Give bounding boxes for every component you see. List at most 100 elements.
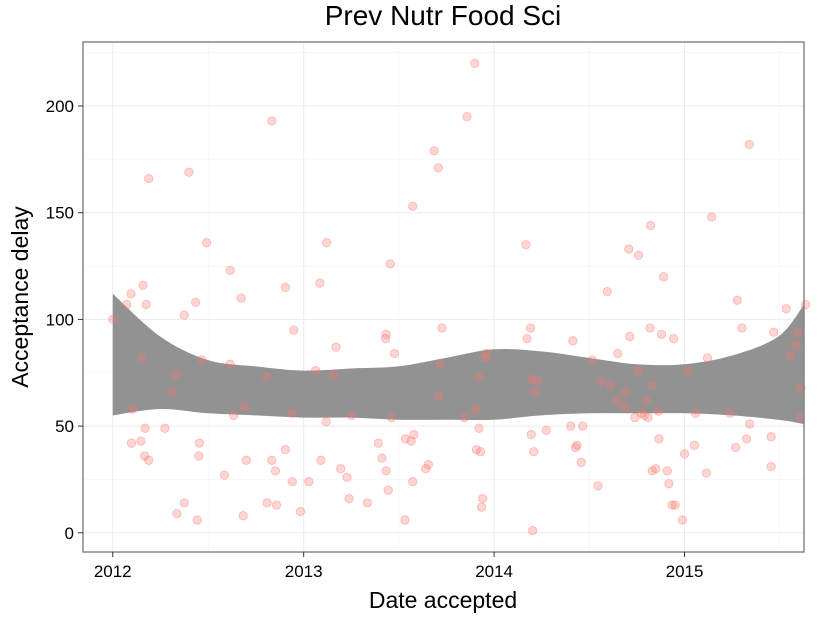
data-point xyxy=(662,466,672,476)
data-point xyxy=(646,220,656,231)
data-point xyxy=(526,323,536,333)
data-point xyxy=(605,380,615,391)
data-point xyxy=(400,434,411,444)
data-point xyxy=(342,472,352,482)
data-point xyxy=(668,334,679,344)
data-point xyxy=(570,442,581,453)
data-point xyxy=(527,374,537,384)
data-point xyxy=(701,468,712,478)
data-point xyxy=(179,310,189,320)
data-point xyxy=(474,423,484,433)
data-point xyxy=(262,498,272,508)
data-point xyxy=(262,372,272,382)
data-point xyxy=(530,387,540,397)
data-point xyxy=(437,323,447,333)
data-point xyxy=(229,410,239,421)
data-point xyxy=(421,464,431,474)
data-point xyxy=(202,237,212,248)
data-point xyxy=(238,511,248,521)
data-point xyxy=(429,146,439,156)
data-point xyxy=(572,440,582,450)
data-point xyxy=(267,116,277,126)
data-point xyxy=(796,383,806,393)
data-point xyxy=(389,348,400,359)
data-point xyxy=(613,348,623,359)
y-tick-label: 50 xyxy=(55,417,74,436)
y-tick-label: 100 xyxy=(46,310,74,329)
data-point xyxy=(289,325,299,335)
data-point xyxy=(304,476,314,487)
plot-panel xyxy=(83,42,804,552)
data-point xyxy=(347,410,357,421)
data-point xyxy=(521,240,531,250)
data-point xyxy=(408,476,418,487)
data-point xyxy=(408,201,418,211)
data-point xyxy=(137,353,147,363)
data-point xyxy=(236,293,246,303)
data-point xyxy=(702,353,713,363)
data-point xyxy=(529,447,539,457)
y-tick-label: 150 xyxy=(46,204,74,223)
data-point xyxy=(381,329,391,339)
data-point xyxy=(280,444,291,455)
data-point xyxy=(766,432,776,442)
data-point xyxy=(639,410,649,421)
data-point xyxy=(184,167,194,177)
data-point xyxy=(745,419,755,429)
data-point xyxy=(225,359,235,369)
data-point xyxy=(144,173,154,184)
data-point xyxy=(271,500,282,510)
x-axis-title: Date accepted xyxy=(369,587,517,613)
data-point xyxy=(144,455,154,465)
data-point xyxy=(462,112,472,122)
data-point xyxy=(643,412,653,423)
data-point xyxy=(126,438,137,448)
data-point xyxy=(620,387,631,397)
data-point xyxy=(377,453,387,463)
data-point xyxy=(287,476,297,487)
data-point xyxy=(578,421,588,431)
data-point xyxy=(122,299,132,310)
data-point xyxy=(219,470,229,480)
data-point xyxy=(315,278,325,288)
data-point xyxy=(328,370,339,380)
data-point xyxy=(766,462,776,472)
chart-title: Prev Nutr Food Sci xyxy=(325,0,562,31)
data-point xyxy=(651,464,661,474)
data-point xyxy=(322,237,332,248)
data-point xyxy=(667,500,677,510)
data-point xyxy=(362,498,372,508)
y-axis-title: Acceptance delay xyxy=(7,206,33,388)
data-point xyxy=(423,459,433,470)
data-point xyxy=(647,380,657,391)
data-point xyxy=(689,440,700,450)
data-point xyxy=(139,451,150,461)
data-point xyxy=(138,280,148,290)
data-point xyxy=(636,408,646,418)
data-point xyxy=(171,370,181,380)
data-point xyxy=(179,498,189,508)
data-point xyxy=(744,139,754,150)
data-point xyxy=(270,466,281,476)
data-point xyxy=(587,355,597,365)
data-point xyxy=(679,449,690,459)
data-point xyxy=(126,289,136,299)
data-point xyxy=(373,438,383,448)
data-point xyxy=(478,494,488,504)
data-point xyxy=(321,417,331,427)
data-point xyxy=(541,425,551,435)
data-point xyxy=(386,412,396,423)
data-point xyxy=(136,436,146,446)
data-point xyxy=(785,351,796,361)
data-point xyxy=(725,408,735,418)
data-point xyxy=(634,366,644,376)
data-point xyxy=(459,412,469,423)
data-point xyxy=(141,299,151,310)
grid-lines xyxy=(83,42,804,552)
data-point xyxy=(400,515,410,525)
data-point xyxy=(624,244,634,254)
data-point xyxy=(385,259,395,269)
data-point xyxy=(683,366,693,376)
data-point xyxy=(641,395,652,406)
